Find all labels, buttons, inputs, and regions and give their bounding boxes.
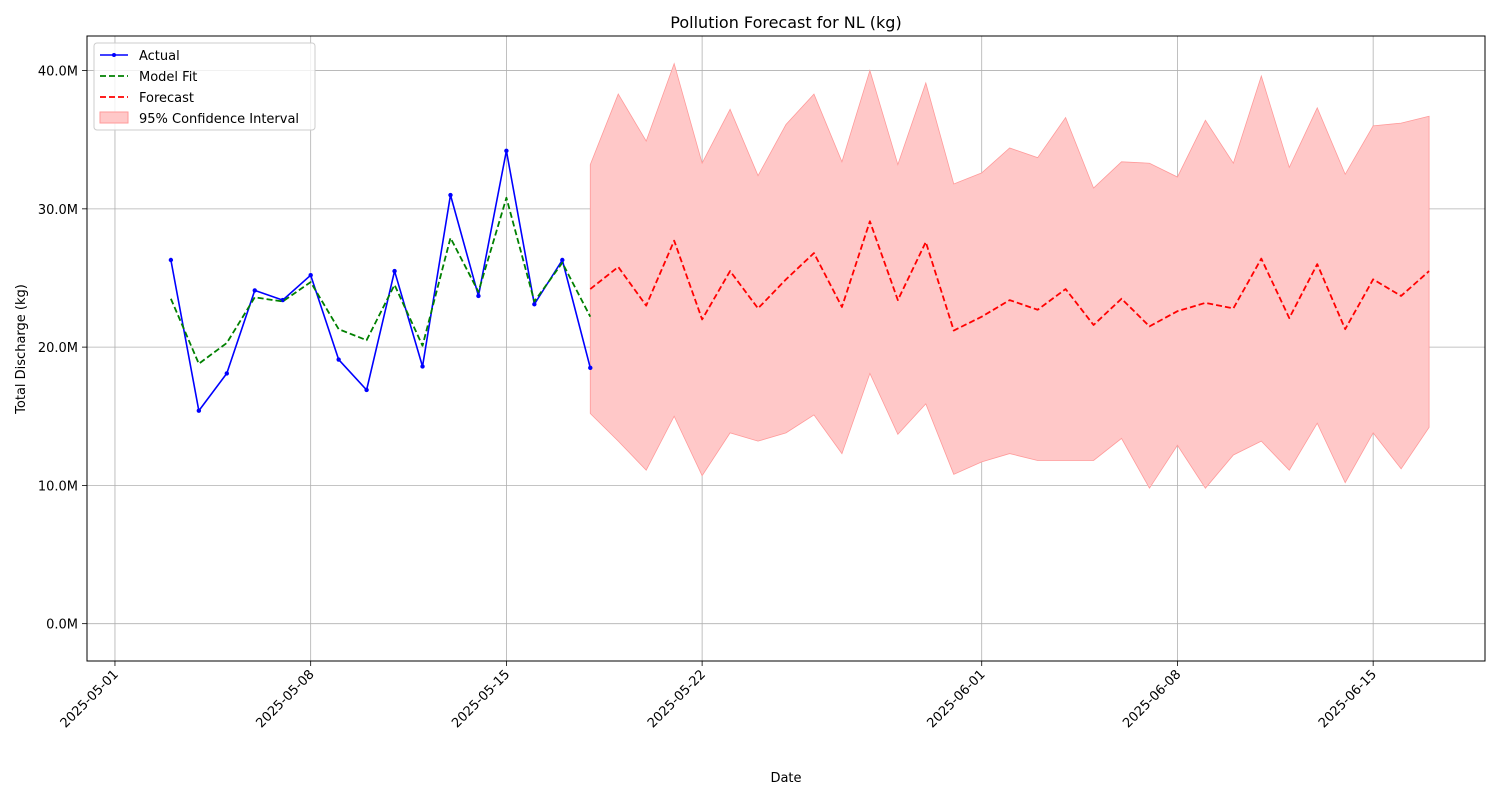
y-tick-label: 30.0M — [38, 203, 78, 218]
data-point-actual — [364, 387, 369, 393]
data-point-actual — [252, 288, 257, 293]
data-point-actual — [504, 148, 509, 153]
y-tick-label: 40.0M — [38, 65, 78, 80]
y-axis-label: Total Discharge (kg) — [14, 284, 29, 415]
y-tick-label: 10.0M — [38, 479, 78, 494]
data-point-actual — [420, 364, 425, 369]
x-tick-label: 2025-05-08 — [253, 667, 317, 731]
data-point-actual — [168, 257, 174, 263]
legend: Actual Model Fit Forecast 95% Confidence… — [93, 42, 316, 131]
data-point-actual — [336, 357, 341, 362]
chart-title: Pollution Forecast for NL (kg) — [670, 13, 901, 32]
legend-label-confidence-interval: 95% Confidence Interval — [139, 112, 299, 127]
data-point-actual — [280, 297, 285, 303]
plot-frame — [86, 35, 1486, 662]
legend-label-actual: Actual — [139, 49, 180, 64]
data-point-actual — [224, 371, 229, 376]
legend-swatch-confidence-interval — [99, 111, 129, 124]
series-line-forecast — [589, 220, 1430, 332]
confidence-interval-band — [589, 62, 1430, 489]
confidence-interval-layer — [589, 62, 1430, 489]
legend-item-forecast: Forecast — [100, 91, 194, 106]
x-axis: 2025-05-01 2025-05-08 2025-05-15 2025-05-22… — [58, 661, 1380, 731]
x-tick-label: 2025-05-15 — [449, 667, 513, 731]
data-point-actual — [588, 365, 593, 371]
y-tick-label: 0.0M — [46, 618, 78, 633]
legend-box — [93, 42, 316, 131]
x-tick-label: 2025-06-15 — [1316, 667, 1380, 731]
x-axis-label: Date — [770, 771, 801, 786]
y-tick-label: 20.0M — [38, 341, 78, 356]
data-point-actual — [448, 192, 453, 198]
legend-item-confidence-interval: 95% Confidence Interval — [99, 111, 299, 127]
legend-item-model-fit: Model Fit — [100, 70, 197, 85]
data-point-actual — [476, 293, 481, 299]
data-point-actual — [196, 408, 202, 413]
x-tick-label: 2025-06-01 — [925, 667, 989, 731]
x-tick-label: 2025-05-22 — [645, 667, 709, 731]
series-layer — [168, 148, 1430, 413]
legend-label-forecast: Forecast — [139, 91, 194, 106]
series-line-actual — [170, 149, 592, 412]
data-point-actual — [308, 273, 313, 278]
data-point-actual — [560, 257, 565, 263]
legend-marker-actual — [112, 53, 116, 57]
x-tick-label: 2025-06-08 — [1120, 667, 1184, 731]
series-line-model-fit — [170, 196, 592, 365]
data-point-actual — [532, 302, 537, 307]
legend-item-actual: Actual — [100, 49, 180, 64]
data-point-actual — [392, 268, 397, 274]
x-tick-label: 2025-05-01 — [58, 667, 122, 731]
legend-label-model-fit: Model Fit — [139, 70, 197, 85]
y-axis: 0.0M 10.0M 20.0M 30.0M 40.0M — [38, 65, 87, 633]
